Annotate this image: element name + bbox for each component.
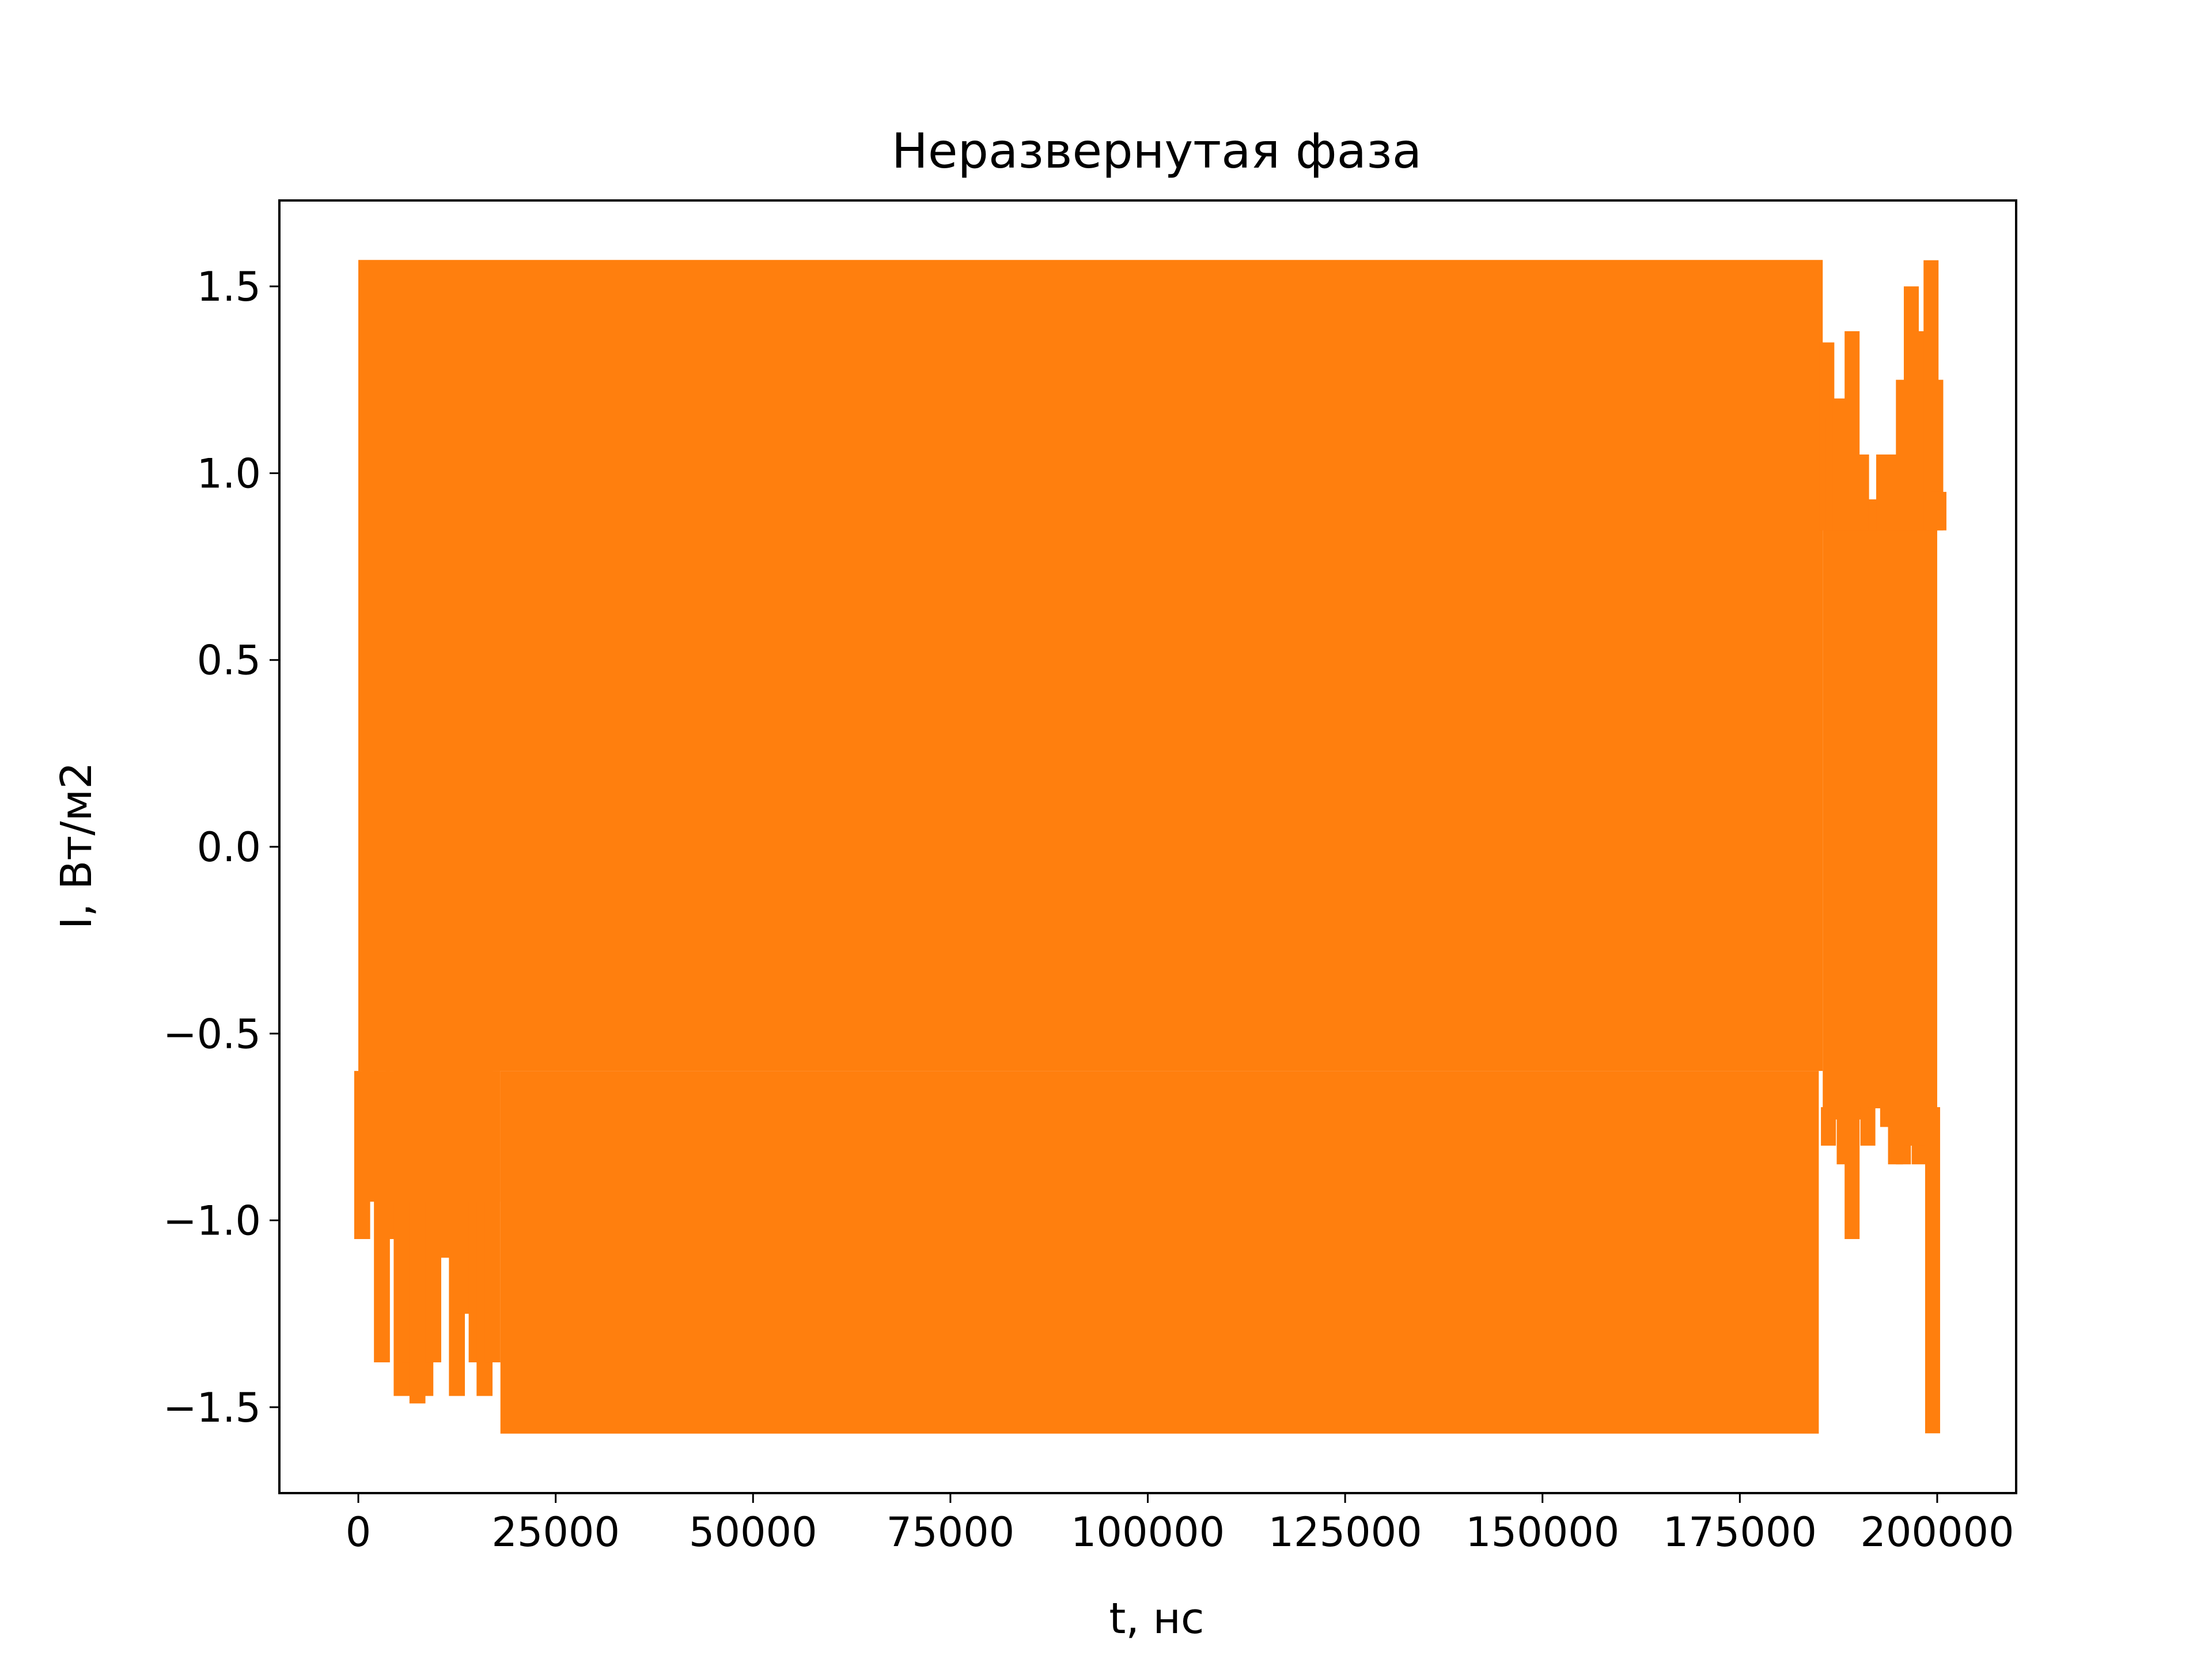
series-band-lower xyxy=(500,1071,1819,1434)
series-spike xyxy=(1854,454,1869,531)
y-tick-label: 0.0 xyxy=(197,824,261,871)
x-tick-label: 100000 xyxy=(1071,1509,1225,1556)
x-axis-label: t, нс xyxy=(1109,1594,1204,1643)
series-spike xyxy=(1860,1107,1876,1146)
y-axis-label: I, Вт/м2 xyxy=(52,762,101,930)
y-tick-label: −0.5 xyxy=(163,1010,261,1058)
series-band-left xyxy=(358,1071,501,1202)
y-tick-label: −1.5 xyxy=(163,1384,261,1431)
x-tick-label: 0 xyxy=(346,1509,372,1556)
y-tick-label: 0.5 xyxy=(197,637,261,684)
series-band xyxy=(358,260,1937,1071)
series-spike xyxy=(1931,491,1946,531)
x-tick-label: 125000 xyxy=(1268,1509,1422,1556)
y-axis: −1.5 −1.0 −0.5 0.0 0.5 1.0 1.5 xyxy=(163,263,279,1431)
x-tick-label: 150000 xyxy=(1465,1509,1619,1556)
plot-area xyxy=(354,259,1946,1434)
x-tick-label: 25000 xyxy=(491,1509,620,1556)
y-tick-label: 1.0 xyxy=(197,450,261,497)
x-axis: 0 25000 50000 75000 100000 125000 150000 175000… xyxy=(346,1493,2014,1556)
x-tick-label: 175000 xyxy=(1663,1509,1817,1556)
series-spike xyxy=(1925,1107,1940,1434)
chart-title: Неразвернутая фаза xyxy=(892,123,1422,179)
y-tick-label: −1.0 xyxy=(163,1198,261,1245)
x-tick-label: 200000 xyxy=(1860,1509,2014,1556)
series-spike xyxy=(1860,529,1876,531)
y-tick-label: 1.5 xyxy=(197,263,261,310)
series-band-right xyxy=(1823,529,1937,1108)
x-tick-label: 75000 xyxy=(887,1509,1015,1556)
series-spike xyxy=(1844,1107,1860,1239)
series-spike xyxy=(1868,1107,1884,1108)
x-tick-label: 50000 xyxy=(689,1509,817,1556)
